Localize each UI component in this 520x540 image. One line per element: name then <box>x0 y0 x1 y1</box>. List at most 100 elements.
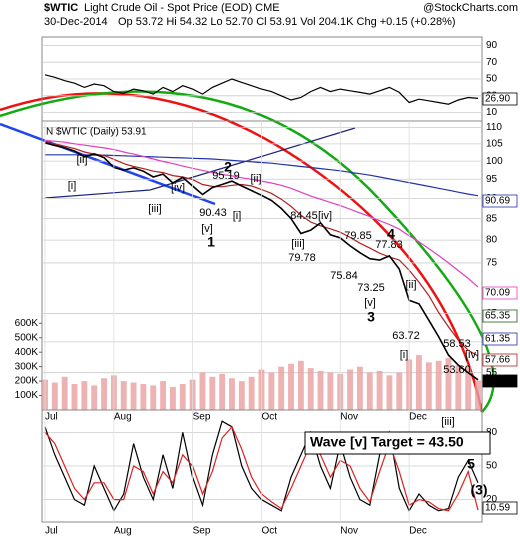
annotation: 84.45 <box>290 210 318 222</box>
volume-bar <box>150 385 157 410</box>
volume-bar <box>366 372 373 410</box>
annotation: 90.43 <box>199 207 227 219</box>
y-tick-label: 90 <box>486 40 498 51</box>
volume-bar <box>425 362 432 410</box>
y-tick-label: 100 <box>486 156 503 167</box>
volume-bar <box>91 385 98 410</box>
y2-tick-label: 400K <box>15 347 39 358</box>
volume-bar <box>81 381 88 410</box>
volume-bar <box>130 382 137 410</box>
last-value-bg <box>482 374 518 388</box>
annotation: 73.25 <box>357 282 385 294</box>
volume-bar <box>317 370 324 410</box>
volume-bar <box>219 373 226 410</box>
chart-title: Light Crude Oil - Spot Price (EOD) CME <box>84 2 280 14</box>
y-tick-label: 55 <box>486 367 498 378</box>
volume-bar <box>297 360 304 410</box>
volume-bar <box>101 378 107 410</box>
last-value-label: 53.91 <box>485 376 510 387</box>
x-tick-label: Aug <box>114 526 132 537</box>
volume-bar <box>278 366 285 410</box>
y2-tick-label: 600K <box>15 318 39 329</box>
annotation: 75.84 <box>330 270 358 282</box>
volume-bar <box>347 369 354 410</box>
x-tick-label: Aug <box>114 412 132 423</box>
last-value-bg <box>482 286 518 300</box>
symbol: $WTIC <box>44 2 78 14</box>
volume-bar <box>307 368 314 410</box>
y-tick-label: 95 <box>486 174 498 185</box>
volume-bar <box>376 370 383 410</box>
x-tick-label: Nov <box>340 526 358 537</box>
volume-bar <box>120 381 127 410</box>
x-tick-label: Dec <box>409 526 427 537</box>
y-tick-label: 105 <box>486 138 503 149</box>
annotation: (3) <box>470 482 487 498</box>
y-tick-label: 10 <box>486 107 498 118</box>
volume-bar <box>209 376 216 410</box>
annotation: [iii] <box>148 203 161 215</box>
y-tick-label: 80 <box>486 427 498 438</box>
last-value-bg <box>482 332 518 346</box>
volume-bar <box>416 355 422 410</box>
volume-bar <box>465 366 472 410</box>
x-tick-label: Oct <box>262 412 278 423</box>
annotation: [iv] <box>171 182 185 194</box>
y2-tick-label: 300K <box>15 361 39 372</box>
volume-bar <box>61 376 68 410</box>
y-tick-label: 85 <box>486 213 498 224</box>
volume-bar <box>288 363 294 410</box>
annotation: 79.85 <box>344 230 372 242</box>
last-value-label: 90.69 <box>485 196 510 207</box>
volume-bar <box>327 372 334 410</box>
volume-bar <box>179 383 186 410</box>
stats: Op 53.72 Hi 54.32 Lo 52.70 Cl 53.91 Vol … <box>118 16 456 28</box>
annotation: 4 <box>387 226 395 242</box>
y-tick-label: 20 <box>486 494 498 505</box>
annotation: [v] <box>201 223 213 235</box>
volume-bar <box>475 380 481 410</box>
annotation: [i] <box>68 180 77 192</box>
annotation: 58.53 <box>443 338 471 350</box>
volume-bar <box>229 378 235 410</box>
legend-text: N $WTIC (Daily) 53.91 <box>46 127 147 138</box>
x-tick-label: Jul <box>45 526 58 537</box>
date: 30-Dec-2014 <box>44 16 108 28</box>
y-tick-label: 70 <box>486 57 498 68</box>
volume-bar <box>386 375 393 410</box>
annotation: 95.19 <box>212 170 240 182</box>
y2-tick-label: 200K <box>15 376 39 387</box>
last-value-bg <box>482 353 518 367</box>
volume-bar <box>396 372 403 410</box>
annotation: [ii] <box>77 154 88 166</box>
y-tick-label: 80 <box>486 235 498 246</box>
annotation: [v] <box>364 297 376 309</box>
x-tick-label: Nov <box>340 412 358 423</box>
annotation: [iv] <box>465 349 479 361</box>
annotation: [i] <box>400 349 409 361</box>
volume-bar <box>268 372 275 410</box>
blue-line <box>0 122 216 206</box>
annotation: 1 <box>207 234 215 250</box>
y2-tick-label: 500K <box>15 332 39 343</box>
x-tick-label: Sep <box>193 526 211 537</box>
last-value-label: 61.35 <box>485 334 510 345</box>
annotation: 53.60 <box>443 364 471 376</box>
target-text: Wave [v] Target = 43.50 <box>310 434 464 450</box>
annotation: [iii] <box>291 238 304 250</box>
volume-bar <box>248 376 255 410</box>
last-value-label: 65.35 <box>485 311 510 322</box>
y2-tick-label: 100K <box>15 390 39 401</box>
annotation: 3 <box>367 309 375 325</box>
annotation: [ii] <box>251 173 262 185</box>
source: @StockCharts.com <box>423 2 518 14</box>
last-value-label: 26.90 <box>485 94 510 105</box>
last-value-bg <box>482 309 518 323</box>
annotation: 77.83 <box>375 239 403 251</box>
volume-bar <box>356 366 363 410</box>
target-box <box>304 431 491 455</box>
last-value-label: 10.59 <box>485 503 510 514</box>
